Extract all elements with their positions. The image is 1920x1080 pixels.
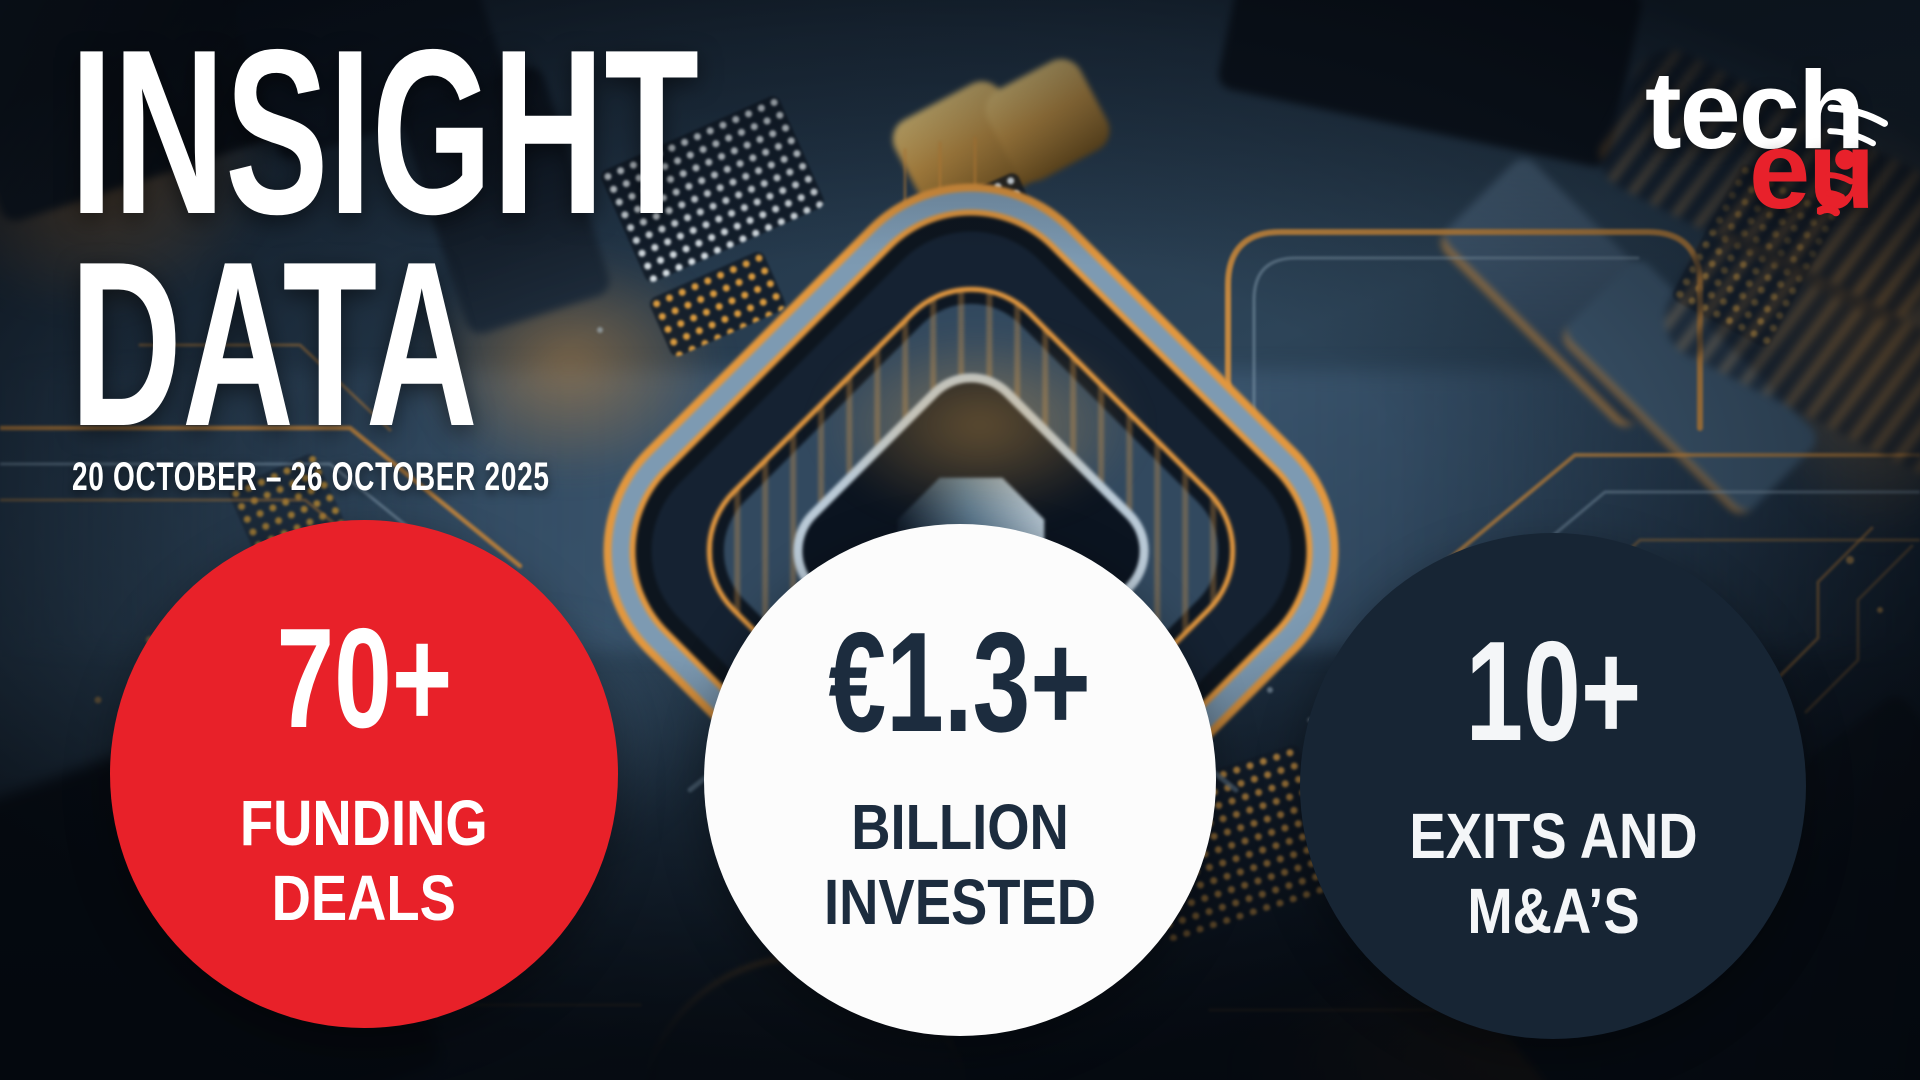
stat-value: 70+ bbox=[276, 599, 452, 758]
date-range: 20 OCTOBER – 26 OCTOBER 2025 bbox=[72, 455, 550, 499]
logo-signal-icon bbox=[1817, 104, 1888, 217]
stat-label-line: INVESTED bbox=[823, 865, 1097, 938]
stat-label-line: DEALS bbox=[271, 861, 457, 934]
title-line-1: INSIGHT bbox=[70, 0, 700, 263]
stat-circle-exits-mas: 10+ EXITS AND M&A’S bbox=[1300, 533, 1806, 1039]
stat-label: FUNDING DEALS bbox=[218, 786, 510, 936]
stat-label: BILLION INVESTED bbox=[800, 790, 1120, 940]
stat-circle-billion-invested: €1.3+ BILLION INVESTED bbox=[704, 524, 1216, 1036]
stat-label-line: FUNDING bbox=[240, 787, 488, 859]
stat-value: 10+ bbox=[1465, 612, 1641, 771]
stat-label: EXITS AND M&A’S bbox=[1384, 799, 1723, 949]
stat-value: €1.3+ bbox=[828, 603, 1092, 762]
title-line-2: DATA bbox=[70, 212, 478, 475]
stat-label-line: EXITS AND bbox=[1408, 800, 1698, 872]
stat-label-line: M&A’S bbox=[1466, 874, 1640, 947]
stat-label-line: BILLION bbox=[851, 791, 1069, 863]
techeu-logo: tech eu bbox=[1645, 56, 1905, 246]
stat-circle-funding-deals: 70+ FUNDING DEALS bbox=[110, 520, 618, 1028]
